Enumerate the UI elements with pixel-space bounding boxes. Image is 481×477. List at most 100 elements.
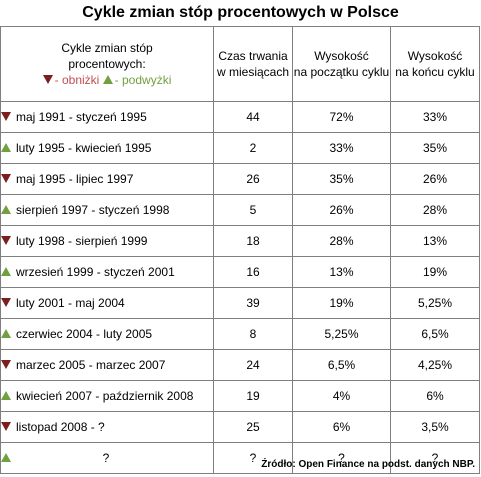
start-rate-cell: 26%: [292, 194, 391, 226]
table-row: ????: [0, 442, 480, 474]
start-rate-cell: 33%: [292, 132, 391, 164]
header-period-line2: procentowych:: [68, 57, 146, 71]
period-label: marzec 2005 - marzec 2007: [16, 358, 166, 372]
down-triangle-icon: [1, 298, 11, 308]
down-triangle-icon: [1, 174, 11, 184]
period-cell: czerwiec 2004 - luty 2005: [0, 318, 214, 350]
up-triangle-icon: [1, 329, 11, 339]
end-rate-cell: 26%: [390, 163, 480, 195]
table-row: luty 1998 - sierpień 1999 18 28% 13%: [0, 225, 480, 257]
months-cell: 25: [213, 411, 293, 443]
down-triangle-icon: [1, 360, 11, 370]
table-row: maj 1995 - lipiec 1997 26 35% 26%: [0, 163, 480, 195]
end-rate-cell: ?: [390, 442, 480, 474]
period-cell: sierpień 1997 - styczeń 1998: [0, 194, 214, 226]
start-rate-cell: 35%: [292, 163, 391, 195]
header-end: Wysokość na końcu cyklu: [390, 26, 480, 102]
page-title: Cykle zmian stóp procentowych w Polsce: [82, 4, 399, 21]
header-start-line2: na początku cyklu: [293, 65, 390, 79]
period-cell: ?: [0, 442, 214, 474]
header-row: Cykle zmian stóp procentowych: - obniżki…: [0, 26, 480, 102]
months-cell: 26: [213, 163, 293, 195]
period-label: ?: [102, 451, 110, 465]
start-rate-cell: 13%: [292, 256, 391, 288]
period-label: czerwiec 2004 - luty 2005: [16, 327, 153, 341]
period-cell: luty 1995 - kwiecień 1995: [0, 132, 214, 164]
start-rate-cell: 72%: [292, 101, 391, 133]
table-row: marzec 2005 - marzec 2007 24 6,5% 4,25%: [0, 349, 480, 381]
period-label: luty 2001 - maj 2004: [16, 296, 125, 310]
period-label: maj 1995 - lipiec 1997: [16, 172, 134, 186]
end-rate-cell: 35%: [390, 132, 480, 164]
header-end-line2: na końcu cyklu: [395, 65, 475, 79]
start-rate-cell: 5,25%: [292, 318, 391, 350]
down-triangle-icon: [1, 236, 11, 246]
months-cell: 16: [213, 256, 293, 288]
period-cell: maj 1991 - styczeń 1995: [0, 101, 214, 133]
up-triangle-icon: [1, 267, 11, 277]
period-label: luty 1995 - kwiecień 1995: [16, 141, 152, 155]
legend: - obniżki - podwyżki: [1, 72, 213, 88]
start-rate-cell: 28%: [292, 225, 391, 257]
header-period-line1: Cykle zmian stóp: [61, 41, 153, 55]
up-triangle-icon: [102, 75, 113, 85]
months-cell: 2: [213, 132, 293, 164]
period-cell: wrzesień 1999 - styczeń 2001: [0, 256, 214, 288]
period-label: luty 1998 - sierpień 1999: [16, 234, 148, 248]
months-cell: 39: [213, 287, 293, 319]
months-cell: 19: [213, 380, 293, 412]
table-row: luty 2001 - maj 2004 39 19% 5,25%: [0, 287, 480, 319]
period-label: listopad 2008 - ?: [16, 420, 105, 434]
end-rate-cell: 4,25%: [390, 349, 480, 381]
end-rate-cell: 33%: [390, 101, 480, 133]
months-cell: 5: [213, 194, 293, 226]
table-row: czerwiec 2004 - luty 2005 8 5,25% 6,5%: [0, 318, 480, 350]
months-cell: 8: [213, 318, 293, 350]
header-period: Cykle zmian stóp procentowych: - obniżki…: [0, 26, 214, 102]
down-triangle-icon: [42, 75, 53, 85]
period-cell: luty 2001 - maj 2004: [0, 287, 214, 319]
table-row: luty 1995 - kwiecień 1995 2 33% 35%: [0, 132, 480, 164]
table-row: maj 1991 - styczeń 1995 44 72% 33%: [0, 101, 480, 133]
start-rate-cell: 19%: [292, 287, 391, 319]
months-cell: 18: [213, 225, 293, 257]
start-rate-cell: 4%: [292, 380, 391, 412]
table-row: kwiecień 2007 - październik 2008 19 4% 6%: [0, 380, 480, 412]
end-rate-cell: 13%: [390, 225, 480, 257]
header-duration: Czas trwania w miesiącach: [213, 26, 293, 102]
period-label: sierpień 1997 - styczeń 1998: [16, 203, 170, 217]
period-cell: maj 1995 - lipiec 1997: [0, 163, 214, 195]
header-end-line1: Wysokość: [407, 49, 463, 63]
period-label: wrzesień 1999 - styczeń 2001: [16, 265, 175, 279]
header-start: Wysokość na początku cyklu: [292, 26, 391, 102]
down-triangle-icon: [1, 112, 11, 122]
up-triangle-icon: [1, 205, 11, 215]
header-duration-line1: Czas trwania: [218, 49, 288, 63]
period-cell: listopad 2008 - ?: [0, 411, 214, 443]
period-cell: kwiecień 2007 - październik 2008: [0, 380, 214, 412]
start-rate-cell: 6%: [292, 411, 391, 443]
period-label: maj 1991 - styczeń 1995: [16, 110, 147, 124]
up-triangle-icon: [1, 453, 11, 463]
end-rate-cell: 5,25%: [390, 287, 480, 319]
end-rate-cell: 6%: [390, 380, 480, 412]
end-rate-cell: 19%: [390, 256, 480, 288]
period-cell: marzec 2005 - marzec 2007: [0, 349, 214, 381]
header-duration-line2: w miesiącach: [216, 65, 290, 79]
period-label: kwiecień 2007 - październik 2008: [16, 389, 194, 403]
end-rate-cell: 28%: [390, 194, 480, 226]
end-rate-cell: 6,5%: [390, 318, 480, 350]
source-note: Źródło: Open Finance na podst. danych NB…: [261, 459, 475, 470]
up-triangle-icon: [1, 143, 11, 153]
period-cell: luty 1998 - sierpień 1999: [0, 225, 214, 257]
down-triangle-icon: [1, 422, 11, 432]
table-row: wrzesień 1999 - styczeń 2001 16 13% 19%: [0, 256, 480, 288]
up-triangle-icon: [1, 391, 11, 401]
start-rate-cell: 6,5%: [292, 349, 391, 381]
legend-up-label: - podwyżki: [114, 73, 172, 87]
table-row: listopad 2008 - ? 25 6% 3,5%: [0, 411, 480, 443]
table-row: sierpień 1997 - styczeń 1998 5 26% 28%: [0, 194, 480, 226]
months-cell: 24: [213, 349, 293, 381]
months-cell: 44: [213, 101, 293, 133]
end-rate-cell: 3,5%: [390, 411, 480, 443]
